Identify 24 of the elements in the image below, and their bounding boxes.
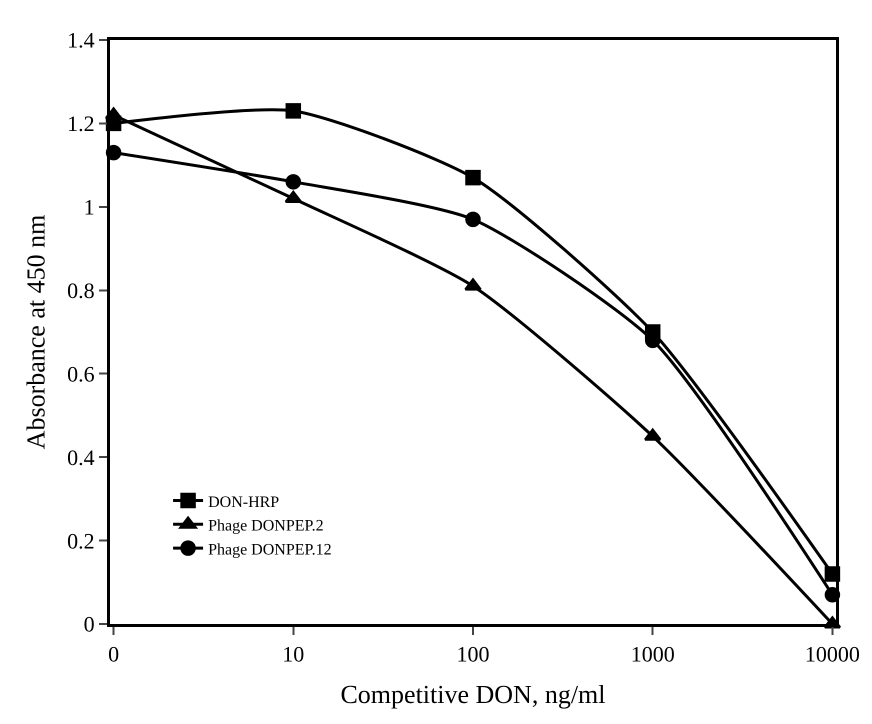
y-axis-title: Absorbance at 450 nm: [22, 214, 50, 450]
point: [465, 170, 481, 186]
point: [464, 278, 482, 291]
point: [465, 212, 481, 228]
x-tick-label: 10000: [804, 641, 860, 666]
x-tick-label: 10: [282, 641, 304, 666]
legend-label: Phage DONPEP.12: [208, 541, 332, 558]
legend-label: DON-HRP: [208, 494, 280, 511]
y-tick-label: 1.4: [67, 28, 95, 53]
y-tick-label: 0: [84, 612, 95, 637]
y-tick-label: 0.4: [67, 444, 95, 470]
y-tick-label: 0.8: [67, 278, 95, 303]
y-tick-label: 0.2: [67, 528, 95, 554]
point: [286, 103, 302, 119]
y-tick-label: 0.6: [67, 361, 95, 386]
legend-label: Phage DONPEP.2: [208, 518, 324, 535]
x-tick-label: 0: [108, 641, 120, 666]
y-tick-label: 1: [84, 194, 95, 220]
y-tick-label: 1.2: [67, 111, 95, 136]
x-tick-label: 1000: [630, 641, 675, 666]
x-axis-title: Competitive DON, ng/ml: [340, 680, 606, 710]
x-tick-label: 100: [456, 641, 490, 666]
point: [284, 190, 302, 204]
point: [286, 174, 302, 190]
